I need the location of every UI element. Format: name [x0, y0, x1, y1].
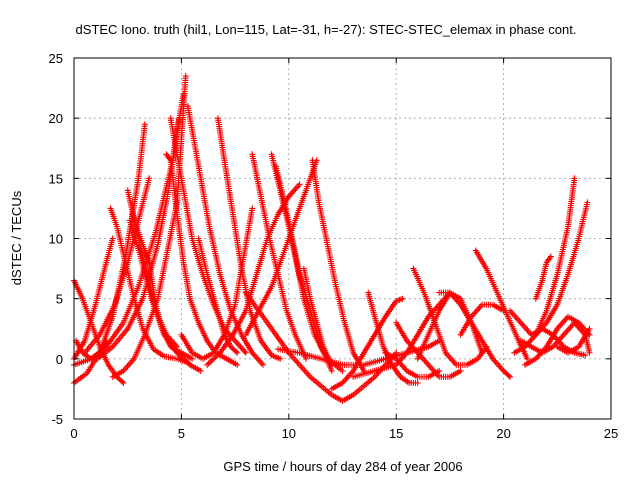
series-12-points	[126, 217, 204, 374]
series-24-markers	[309, 157, 367, 374]
y-tick-label: 20	[49, 111, 63, 126]
series-19-markers	[204, 181, 303, 368]
series-23-points	[242, 157, 320, 338]
y-tick-label: 10	[49, 232, 63, 247]
series-36-points	[457, 301, 507, 338]
series-28-markers	[328, 295, 406, 392]
series-44-points	[554, 325, 593, 356]
axis-tick-labels: 0 5 10 15 20 25 -5 0 5 10 15 20 25	[49, 51, 619, 441]
series-35-markers	[436, 289, 513, 380]
series-42-markers	[522, 313, 593, 368]
series-12-markers	[126, 217, 204, 374]
series-44-markers	[554, 325, 593, 356]
axis-ticks	[73, 57, 612, 420]
y-tick-label: -5	[51, 412, 63, 427]
series-35-points	[436, 289, 513, 380]
x-tick-label: 10	[282, 426, 296, 441]
series-25-markers	[300, 265, 335, 368]
series-5-points	[109, 73, 189, 380]
series-9-points	[107, 205, 191, 366]
y-tick-label: 25	[49, 51, 63, 66]
series-40-points	[532, 199, 591, 338]
series-33-markers	[410, 265, 490, 368]
series-23-markers	[242, 157, 320, 338]
series-9-markers	[107, 205, 191, 366]
series-39-markers	[511, 175, 578, 356]
x-axis-label: GPS time / hours of day 284 of year 2006	[223, 459, 462, 474]
series-42-points	[522, 313, 593, 368]
y-tick-label: 0	[56, 352, 63, 367]
series-28-points	[328, 295, 406, 392]
series-33-points	[410, 265, 490, 368]
y-axis-label: dSTEC / TECUs	[9, 190, 24, 285]
chart-title: dSTEC Iono. truth (hil1, Lon=115, Lat=-3…	[76, 22, 577, 37]
x-tick-label: 20	[496, 426, 510, 441]
series-5-markers	[109, 73, 189, 380]
x-tick-label: 0	[70, 426, 77, 441]
series-43-points	[532, 253, 554, 302]
series-25-points	[300, 265, 335, 368]
x-tick-label: 5	[178, 426, 185, 441]
series-18-markers	[195, 235, 241, 356]
x-tick-label: 25	[604, 426, 618, 441]
series-43-markers	[532, 253, 554, 302]
x-tick-label: 15	[389, 426, 403, 441]
series-39-points	[511, 175, 578, 356]
y-tick-label: 5	[56, 292, 63, 307]
y-tick-label: 15	[49, 171, 63, 186]
series-40-markers	[532, 199, 591, 338]
series-36-markers	[457, 301, 507, 338]
data-marks	[71, 73, 593, 404]
series-24-points	[309, 157, 367, 374]
series-19-points	[204, 181, 303, 368]
series-18-points	[195, 235, 241, 356]
